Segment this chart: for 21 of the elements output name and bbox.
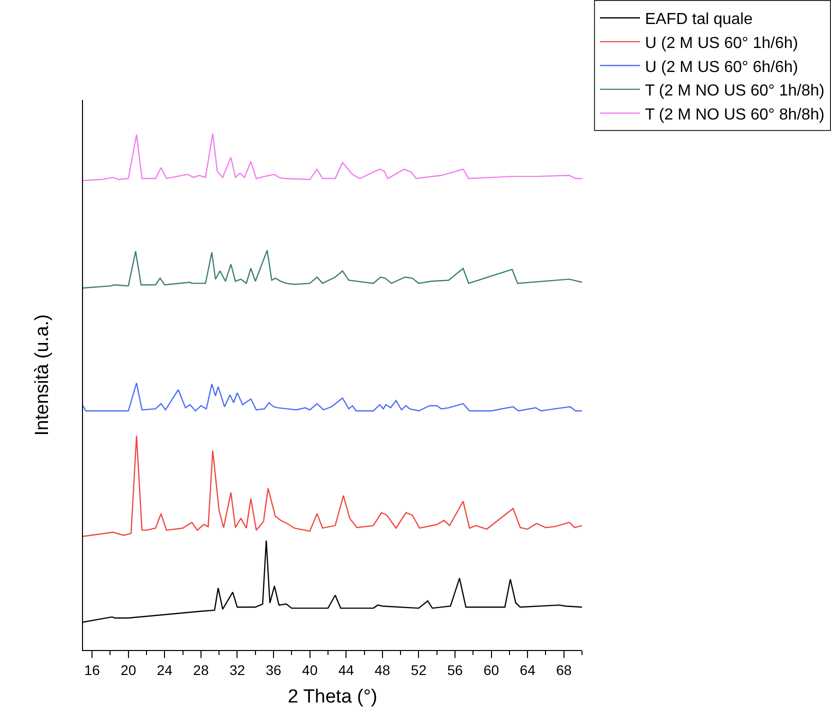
x-tick-label: 32 — [229, 662, 246, 678]
x-tick-label: 28 — [193, 662, 209, 678]
x-tick-label: 20 — [120, 662, 136, 678]
x-tick-label: 16 — [84, 662, 100, 678]
legend-label: T (2 M NO US 60° 8h/8h) — [645, 106, 824, 124]
x-tick-label: 36 — [266, 662, 282, 678]
x-axis-title: 2 Theta (°) — [288, 686, 378, 708]
x-tick-label: 56 — [447, 662, 463, 678]
legend-label: U (2 M US 60° 1h/6h) — [645, 34, 798, 52]
x-tick-label: 68 — [556, 662, 572, 678]
x-tick-label: 48 — [374, 662, 390, 678]
legend-label: EAFD tal quale — [645, 11, 753, 28]
legend-label: U (2 M US 60° 6h/6h) — [645, 58, 798, 76]
x-tick-label: 60 — [483, 662, 500, 678]
x-tick-label: 24 — [156, 662, 173, 678]
x-tick-label: 64 — [520, 662, 536, 678]
x-tick-label: 40 — [302, 662, 318, 678]
x-tick-label: 44 — [338, 662, 354, 678]
legend-label: T (2 M NO US 60° 1h/8h) — [645, 82, 824, 100]
x-tick-label: 52 — [410, 662, 427, 678]
y-axis-title: Intensità (u.a.) — [32, 314, 53, 436]
